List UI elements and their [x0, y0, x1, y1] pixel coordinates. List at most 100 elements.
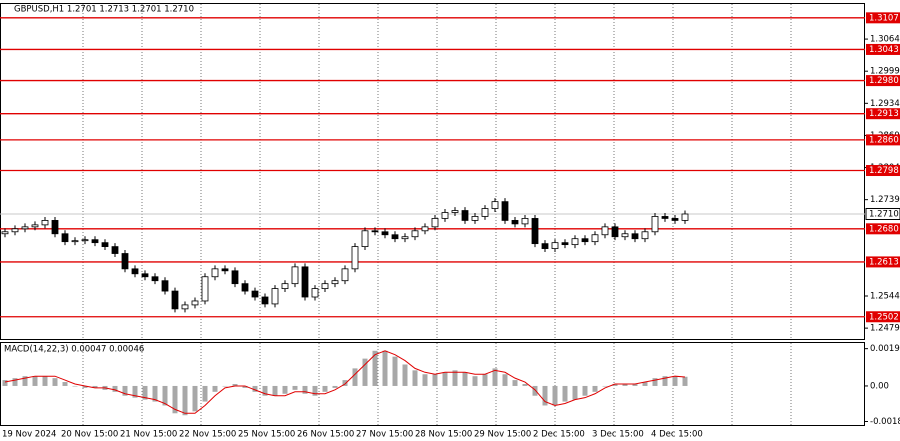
macd-bar — [522, 384, 528, 386]
macd-bar — [62, 382, 68, 386]
macd-bar — [182, 385, 188, 416]
candle-body — [181, 304, 189, 310]
candle-body — [81, 239, 89, 242]
candle-body — [321, 283, 329, 290]
macd-bar — [532, 385, 538, 396]
level-box — [866, 223, 900, 235]
level-label: 1.2980 — [869, 76, 899, 86]
macd-bar — [432, 374, 438, 386]
macd-bar — [232, 384, 238, 386]
current-price-box — [865, 207, 900, 220]
level-label: 1.2680 — [869, 224, 899, 234]
macd-bar — [332, 385, 338, 388]
macd-bar — [202, 385, 208, 402]
candle-body — [301, 266, 309, 298]
macd-bar — [132, 385, 138, 398]
macd-bar — [622, 384, 628, 386]
level-label: 1.2613 — [869, 257, 899, 267]
macd-bar — [492, 368, 498, 386]
candle-body — [501, 201, 509, 221]
macd-bar — [642, 382, 648, 386]
candle-body — [561, 242, 569, 246]
macd-bar — [362, 358, 368, 386]
y-tick-label: 1.2739 — [870, 195, 900, 205]
candle-body — [101, 242, 109, 248]
level-box — [866, 75, 900, 87]
macd-bar — [592, 385, 598, 392]
candle-body — [241, 283, 249, 292]
chart-title: GBPUSD,H1 1.2701 1.2713 1.2701 1.2710 — [14, 5, 194, 15]
candle-body — [381, 231, 389, 236]
macd-bar — [392, 356, 398, 386]
macd-bar — [322, 385, 328, 392]
y-tick-label: 1.3064 — [870, 35, 900, 45]
level-label: 1.2913 — [869, 109, 899, 119]
macd-bar — [2, 380, 8, 386]
candle-body — [621, 233, 629, 238]
macd-bar — [602, 385, 608, 387]
macd-bar — [272, 385, 278, 396]
candle-body — [681, 213, 689, 221]
y-tick-label: 1.2934 — [870, 99, 900, 109]
macd-bar — [212, 385, 218, 392]
candle-body — [51, 220, 59, 235]
candle-body — [231, 270, 239, 285]
x-tick-label: 21 Nov 15:00 — [120, 430, 177, 440]
macd-bar — [172, 385, 178, 414]
candle-body — [21, 226, 29, 230]
x-tick-label: 29 Nov 15:00 — [474, 430, 531, 440]
macd-bar — [242, 385, 248, 388]
level-label: 1.2502 — [869, 312, 899, 322]
price-frame — [0, 3, 865, 340]
candle-body — [571, 238, 579, 246]
macd-bar — [72, 385, 78, 387]
macd-bar — [52, 378, 58, 386]
candle-body — [431, 218, 439, 228]
candle-body — [601, 226, 609, 236]
macd-bar — [512, 380, 518, 386]
y-tick-label: 0.00191 — [870, 344, 900, 354]
candle-body — [451, 210, 459, 213]
level-box — [866, 12, 900, 24]
macd-bar — [42, 376, 48, 386]
macd-title: MACD(14,22,3) 0.00047 0.00046 — [4, 345, 144, 355]
macd-bar — [152, 385, 158, 402]
candle-body — [611, 226, 619, 238]
x-tick-label: 2 Dec 15:00 — [533, 430, 585, 440]
macd-bar — [162, 385, 168, 406]
candle-body — [591, 234, 599, 243]
macd-bar — [552, 385, 558, 406]
y-tick-label: 1.2479 — [870, 324, 900, 334]
candle-body — [631, 233, 639, 240]
macd-bar — [192, 385, 198, 412]
x-tick-label: 27 Nov 15:00 — [356, 430, 413, 440]
current-price-label: 1.2710 — [869, 209, 899, 219]
candle-body — [411, 230, 419, 238]
candle-body — [91, 239, 99, 244]
candle-body — [281, 283, 289, 290]
signal-line — [4, 350, 686, 414]
macd-frame — [0, 342, 865, 426]
macd-bar — [612, 384, 618, 386]
candle-body — [361, 230, 369, 248]
candle-body — [31, 224, 39, 228]
y-tick-label: 1.2544 — [870, 292, 900, 302]
candle-body — [291, 266, 299, 285]
candle-body — [71, 240, 79, 243]
candle-body — [481, 208, 489, 217]
macd-bar — [302, 385, 308, 394]
macd-bar — [572, 385, 578, 400]
candle-body — [111, 246, 119, 254]
y-tick-label: 1.2999 — [870, 67, 900, 77]
macd-bar — [112, 385, 118, 392]
macd-bar — [352, 368, 358, 386]
candle-body — [161, 280, 169, 292]
level-box — [866, 311, 900, 323]
macd-bar — [312, 385, 318, 396]
level-label: 1.2798 — [869, 166, 899, 176]
level-label: 1.3107 — [869, 13, 899, 23]
macd-bar — [252, 385, 258, 392]
y-tick-label: 0.00 — [870, 381, 889, 391]
candle-body — [121, 253, 129, 270]
candle-body — [581, 238, 589, 243]
